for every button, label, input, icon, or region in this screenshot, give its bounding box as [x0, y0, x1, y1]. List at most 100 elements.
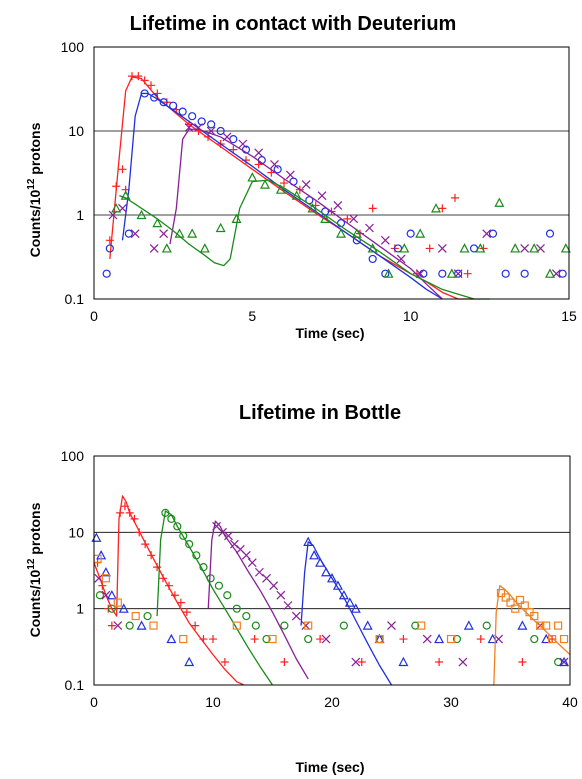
data-point: [375, 634, 384, 644]
data-point: [315, 557, 326, 567]
y-axis-label-exponent: 12: [26, 178, 37, 190]
x-tick-label: 0: [90, 694, 98, 710]
series-line: [207, 520, 309, 680]
y-axis-label: Counts/1012 protons: [26, 502, 43, 637]
data-point: [232, 621, 241, 630]
data-point: [438, 204, 447, 213]
data-point: [120, 190, 131, 200]
data-point: [113, 598, 122, 607]
x-tick-label: 20: [324, 694, 340, 710]
data-point: [350, 603, 361, 613]
data-point: [166, 633, 177, 644]
data-point: [250, 635, 259, 644]
data-point: [98, 581, 107, 590]
series-2: [95, 508, 563, 686]
data-point: [262, 634, 271, 644]
data-point: [118, 165, 127, 174]
data-point: [218, 527, 227, 537]
data-point: [247, 558, 257, 568]
data-point: [399, 243, 410, 253]
y-axis-label-exponent: 12: [26, 558, 37, 570]
data-point: [362, 620, 373, 630]
data-point: [482, 229, 492, 239]
data-point: [120, 502, 129, 511]
data-point: [434, 633, 445, 644]
data-point: [487, 633, 498, 644]
data-point: [365, 223, 374, 233]
data-point: [344, 597, 355, 607]
data-point: [184, 123, 194, 132]
data-point: [501, 593, 510, 602]
y-axis-label-unit: protons: [27, 122, 43, 178]
data-point: [105, 244, 114, 253]
series-line: [300, 541, 393, 686]
data-point: [231, 213, 242, 223]
data-point: [159, 229, 169, 239]
data-point: [501, 269, 510, 278]
data-point: [174, 228, 185, 238]
data-point: [216, 126, 225, 136]
data-point: [435, 658, 444, 667]
data-point: [406, 229, 415, 238]
data-point: [336, 228, 346, 238]
data-point: [206, 574, 215, 583]
data-point: [232, 604, 241, 613]
data-point: [559, 656, 570, 667]
data-point: [107, 621, 116, 630]
data-point: [241, 550, 251, 560]
data-point: [332, 580, 343, 590]
chart-deuterium: Lifetime in contact with Deuterium Count…: [26, 13, 577, 341]
data-point: [458, 657, 468, 667]
data-point: [553, 621, 563, 630]
data-point: [510, 243, 521, 253]
x-axis-label: Time (sec): [296, 759, 365, 775]
data-point: [224, 531, 233, 541]
data-point: [309, 550, 320, 560]
y-tick-label: 1: [76, 207, 84, 223]
x-tick-label: 30: [443, 694, 459, 710]
data-point: [273, 165, 282, 174]
series-line: [169, 128, 443, 300]
series-line: [119, 179, 490, 300]
data-point: [187, 228, 198, 238]
series-layer: [102, 72, 571, 300]
data-point: [141, 540, 150, 549]
data-point: [380, 235, 390, 245]
data-point: [545, 229, 555, 238]
y-axis-label-main: Counts/10: [27, 570, 43, 638]
series-3: [108, 123, 561, 300]
data-point: [178, 107, 187, 116]
data-point: [152, 217, 163, 228]
tick-layer: 0.1 1 10 100 0 10 20 30 40: [61, 448, 578, 710]
data-point: [136, 209, 147, 220]
data-point: [520, 601, 529, 610]
data-point: [113, 621, 123, 631]
data-point: [149, 621, 158, 630]
data-point: [304, 634, 313, 644]
data-point: [242, 611, 251, 621]
data-point: [101, 574, 111, 583]
data-point: [545, 268, 555, 278]
data-point: [459, 243, 470, 253]
data-point: [229, 135, 238, 144]
data-point: [301, 621, 311, 631]
data-point: [333, 201, 343, 210]
data-point: [280, 621, 289, 630]
data-point: [530, 634, 539, 644]
data-point: [368, 204, 377, 213]
y-axis-label-unit: protons: [27, 502, 43, 558]
y-tick-label: 0.1: [65, 291, 85, 307]
data-point: [130, 514, 139, 523]
data-point: [529, 243, 540, 253]
data-point: [159, 574, 168, 583]
data-point: [214, 581, 224, 590]
data-point: [199, 635, 208, 644]
series-2: [102, 89, 567, 300]
data-point: [291, 190, 302, 200]
y-tick-label: 100: [61, 39, 85, 55]
data-point: [343, 214, 352, 223]
data-point: [222, 132, 232, 142]
chart-bottle: Lifetime in Bottle Counts/1012 protons T…: [26, 402, 578, 775]
data-point: [321, 634, 331, 644]
